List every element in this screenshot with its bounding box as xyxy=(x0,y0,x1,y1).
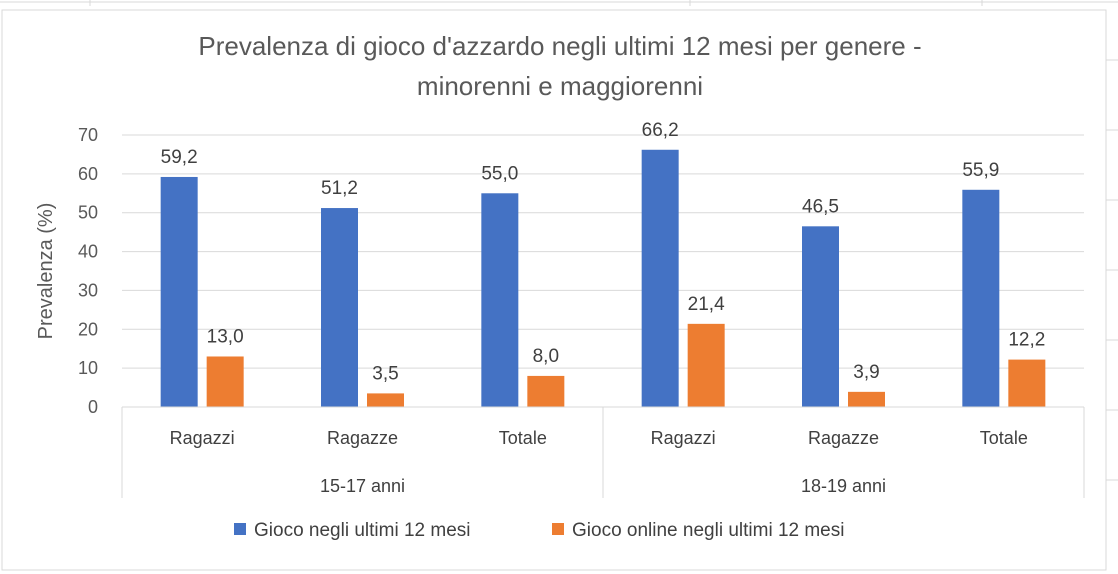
legend-swatch xyxy=(234,523,246,535)
bar xyxy=(206,356,244,407)
y-tick-label: 0 xyxy=(88,397,98,417)
data-labels: 59,2 51,2 55,0 66,2 46,5 55,9 13,0 3,5 8,0 21,4 3,… xyxy=(161,120,1046,385)
sheet-background xyxy=(0,0,1118,481)
data-label: 55,9 xyxy=(962,160,999,181)
x-category-label: Ragazzi xyxy=(651,428,716,448)
bar xyxy=(641,149,679,407)
data-label: 59,2 xyxy=(161,147,198,168)
x-category-label: Totale xyxy=(499,428,547,448)
data-label: 3,5 xyxy=(372,363,398,384)
y-tick-label: 10 xyxy=(78,358,98,378)
x-category-label: Ragazzi xyxy=(170,428,235,448)
bar xyxy=(367,393,404,407)
data-label: 51,2 xyxy=(321,178,358,199)
x-group-label: 15-17 anni xyxy=(320,476,405,496)
x-category-label: Totale xyxy=(980,428,1028,448)
bar xyxy=(687,323,725,407)
bar xyxy=(1008,359,1046,407)
y-tick-label: 70 xyxy=(78,125,98,145)
y-axis-ticks: 0 10 20 30 40 50 60 70 xyxy=(78,125,98,417)
data-label: 12,2 xyxy=(1008,330,1045,351)
data-label: 13,0 xyxy=(207,326,244,347)
x-axis: Ragazzi Ragazze Totale 15-17 anni Ragazzi Rag… xyxy=(121,406,1085,498)
bars xyxy=(160,149,1046,407)
y-tick-label: 60 xyxy=(78,164,98,184)
data-label: 8,0 xyxy=(533,346,559,367)
chart-title-line-1: Prevalenza di gioco d'azzardo negli ulti… xyxy=(198,31,921,61)
data-label: 21,4 xyxy=(688,294,725,315)
y-tick-label: 20 xyxy=(78,319,98,339)
data-label: 55,0 xyxy=(481,163,518,184)
bar xyxy=(962,189,1000,407)
bar xyxy=(321,208,358,407)
chart-title-line-2: minorenni e maggiorenni xyxy=(417,71,703,101)
legend: Gioco negli ultimi 12 mesi Gioco online n… xyxy=(234,520,844,541)
y-axis-label: Prevalenza (%) xyxy=(35,203,57,340)
x-category-label: Ragazze xyxy=(808,428,879,448)
y-tick-label: 30 xyxy=(78,280,98,300)
bar xyxy=(848,391,885,407)
data-label: 3,9 xyxy=(853,362,879,383)
x-category-label: Ragazze xyxy=(327,428,398,448)
bar xyxy=(160,176,198,407)
y-tick-label: 50 xyxy=(78,203,98,223)
legend-label: Gioco online negli ultimi 12 mesi xyxy=(572,520,844,541)
legend-swatch xyxy=(552,523,564,535)
data-label: 46,5 xyxy=(802,196,839,217)
bar xyxy=(481,193,519,407)
bar xyxy=(527,375,565,407)
y-tick-label: 40 xyxy=(78,242,98,262)
legend-label: Gioco negli ultimi 12 mesi xyxy=(254,520,470,541)
chart-title: Prevalenza di gioco d'azzardo negli ulti… xyxy=(198,31,921,101)
data-label: 66,2 xyxy=(642,120,679,141)
bar xyxy=(802,226,839,407)
x-group-label: 18-19 anni xyxy=(801,476,886,496)
